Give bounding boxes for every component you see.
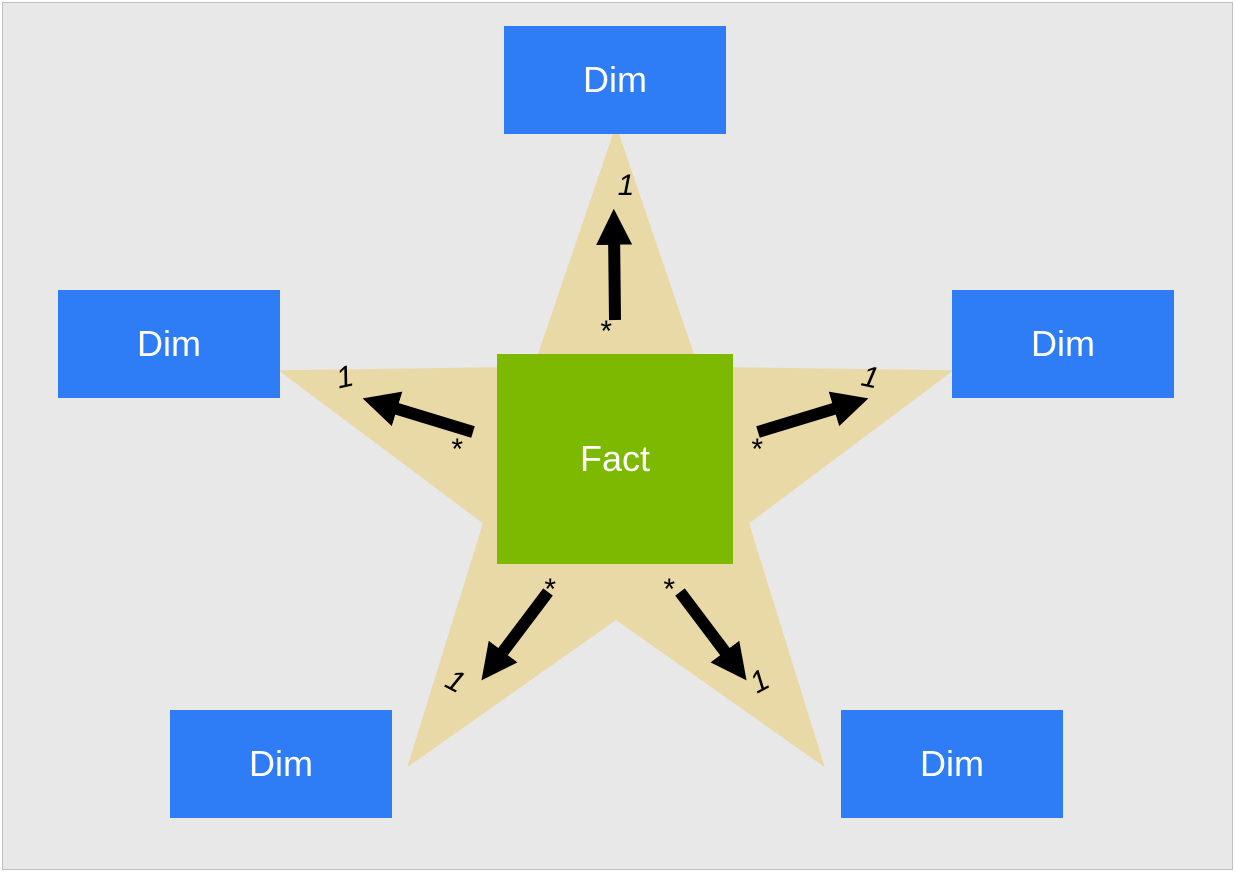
cardinality-label-4: * <box>662 573 674 607</box>
dim-top: Dim <box>504 26 726 134</box>
dim-right-label: Dim <box>1031 323 1095 365</box>
dim-left-label: Dim <box>137 323 201 365</box>
fact-node: Fact <box>497 354 733 564</box>
dim-bottom-left-label: Dim <box>249 743 313 785</box>
dim-bottom-left: Dim <box>170 710 392 818</box>
cardinality-label-6: * <box>543 573 555 607</box>
dim-top-label: Dim <box>583 59 647 101</box>
cardinality-label-0: 1 <box>618 169 635 203</box>
dim-left: Dim <box>58 290 280 398</box>
dim-bottom-right: Dim <box>841 710 1063 818</box>
dim-bottom-right-label: Dim <box>920 743 984 785</box>
cardinality-label-3: * <box>750 433 762 467</box>
fact-label: Fact <box>580 438 650 480</box>
cardinality-label-8: * <box>450 433 462 467</box>
cardinality-label-1: * <box>599 315 611 349</box>
diagram-canvas: Fact DimDimDimDimDim 1*1**1*1*1 <box>0 0 1235 872</box>
dim-right: Dim <box>952 290 1174 398</box>
